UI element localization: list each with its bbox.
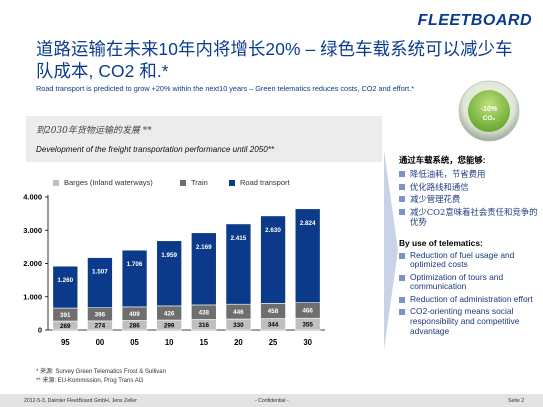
chevron-right-icon xyxy=(384,150,398,350)
legend-label-road: Road transport xyxy=(240,178,290,187)
footer-center: - Confidential - xyxy=(255,397,289,404)
list-item: Reduction of administration effort xyxy=(399,294,539,305)
x-tick-label: 25 xyxy=(269,338,278,347)
bullet-icon xyxy=(399,196,405,202)
data-label: 2.169 xyxy=(196,244,212,251)
list-item: Reduction of fuel usage and optimized co… xyxy=(399,250,539,270)
legend-label-train: Train xyxy=(191,178,208,187)
list-item: Optimization of tours and communication xyxy=(399,272,539,292)
bar-segment xyxy=(260,215,286,304)
data-label: 458 xyxy=(268,308,279,315)
data-label: 2.630 xyxy=(265,227,281,234)
data-label: 2.415 xyxy=(231,235,247,242)
badge-line1: -10% xyxy=(481,104,498,113)
data-label: 269 xyxy=(60,323,71,330)
bullet-icon xyxy=(399,296,405,303)
data-label: 355 xyxy=(302,321,313,328)
data-label: 1.260 xyxy=(57,277,73,284)
legend-item-road: Road transport xyxy=(229,178,290,187)
bullet-icon xyxy=(399,274,405,281)
bar-segment xyxy=(294,208,321,304)
bullet-icon xyxy=(399,208,405,215)
data-label: 426 xyxy=(164,310,175,317)
bullet-icon xyxy=(399,309,405,316)
footer-bar: 2012-5-3, Daimler FleetBoard GmbH, Jens … xyxy=(0,394,543,407)
legend-item-barges: Barges (Inland waterways) xyxy=(53,178,153,187)
x-tick-label: 20 xyxy=(234,338,243,347)
data-label: 1.507 xyxy=(92,269,108,276)
bullet-icon xyxy=(399,252,405,259)
legend-swatch-road xyxy=(229,179,235,186)
fleetboard-logo: FLEETBOARD xyxy=(418,12,532,28)
legend-label-barges: Barges (Inland waterways) xyxy=(64,178,153,187)
page-subtitle-en: Road transport is predicted to grow +20%… xyxy=(36,84,415,93)
x-tick-label: 15 xyxy=(199,338,208,347)
footer-page-number: Seite 2 xyxy=(508,397,525,404)
bullet-icon xyxy=(399,171,405,177)
x-tick-label: 10 xyxy=(165,338,174,347)
footer-left: 2012-5-3, Daimler FleetBoard GmbH, Jens … xyxy=(24,397,138,404)
data-label: 1.959 xyxy=(161,252,177,259)
data-label: 1.706 xyxy=(127,261,143,268)
data-label: 299 xyxy=(164,322,175,329)
x-tick-label: 00 xyxy=(96,338,105,347)
benefits-list-en: Reduction of fuel usage and optimized co… xyxy=(399,250,539,337)
list-item: 优化路线和通信 xyxy=(399,182,539,193)
data-label: 446 xyxy=(233,309,244,316)
data-label: 316 xyxy=(199,322,210,329)
co2-badge: -10% CO₂ xyxy=(458,80,520,142)
footnote-2: ** 来源: EU-Kommission, Prog Trans AG xyxy=(36,378,144,384)
bar-segment xyxy=(87,257,113,309)
bullet-icon xyxy=(399,183,405,190)
data-label: 438 xyxy=(199,310,210,317)
benefits-panel: 通过车载系统，您能够: 降低油耗，节省费用 优化路线和通信 减少管理花费 减少C… xyxy=(399,154,539,339)
data-label: 409 xyxy=(129,311,140,318)
benefits-heading-en: By use of telematics: xyxy=(399,237,483,248)
x-tick-label: 95 xyxy=(61,338,70,347)
data-label: 2.824 xyxy=(300,220,316,227)
benefits-list-cn: 降低油耗，节省费用 优化路线和通信 减少管理花费 减少CO2意味着社会责任和竞争… xyxy=(399,169,539,228)
footnote-1: * 来源: Survey Green Telematics Frost & Su… xyxy=(36,369,166,375)
bar-segment xyxy=(156,240,182,307)
page-title: 道路运输在未来10年内将增长20% – 绿色车载系统可以减少车队成本, CO2 … xyxy=(36,39,513,81)
y-tick-label: 3.000 xyxy=(23,226,42,235)
list-item: CO2-orienting means social responsibilit… xyxy=(399,307,539,336)
benefits-heading-cn: 通过车载系统，您能够: xyxy=(399,155,486,165)
data-label: 286 xyxy=(129,323,140,330)
y-tick-label: 4.000 xyxy=(23,193,42,202)
list-item: 减少CO2意味着社会责任和竞争的优势 xyxy=(399,207,539,228)
bar-segment xyxy=(225,223,252,305)
legend-swatch-train xyxy=(180,179,186,186)
bar-segment xyxy=(52,265,79,309)
subtitle-band xyxy=(26,116,382,162)
x-tick-label: 05 xyxy=(130,338,139,347)
y-tick-label: 2.000 xyxy=(23,259,42,268)
data-label: 330 xyxy=(233,322,244,329)
x-tick-label: 30 xyxy=(303,338,312,347)
list-item: 降低油耗，节省费用 xyxy=(399,169,539,180)
logo-text: FLEETBOARD xyxy=(418,12,532,28)
list-item: 减少管理花费 xyxy=(399,194,539,205)
y-tick-label: 0 xyxy=(38,326,42,335)
data-label: 391 xyxy=(60,312,71,319)
data-label: 396 xyxy=(95,312,106,319)
chart-subtitle-en: Development of the freight transportatio… xyxy=(36,145,275,154)
bar-segment xyxy=(121,249,148,308)
y-tick-label: 1.000 xyxy=(23,292,42,301)
data-label: 344 xyxy=(268,322,279,329)
bar-segment xyxy=(191,232,217,306)
legend-swatch-barges xyxy=(53,179,59,186)
freight-chart: 0 1.000 2.000 3.000 4.000 269 391 1.260 95 274 396… xyxy=(23,193,325,347)
legend-item-train: Train xyxy=(180,178,208,187)
data-label: 466 xyxy=(302,308,313,315)
data-label: 274 xyxy=(95,323,106,330)
badge-line2: CO₂ xyxy=(483,115,496,122)
chart-subtitle-cn: 到2030年货物运输的发展 ** xyxy=(36,126,152,136)
